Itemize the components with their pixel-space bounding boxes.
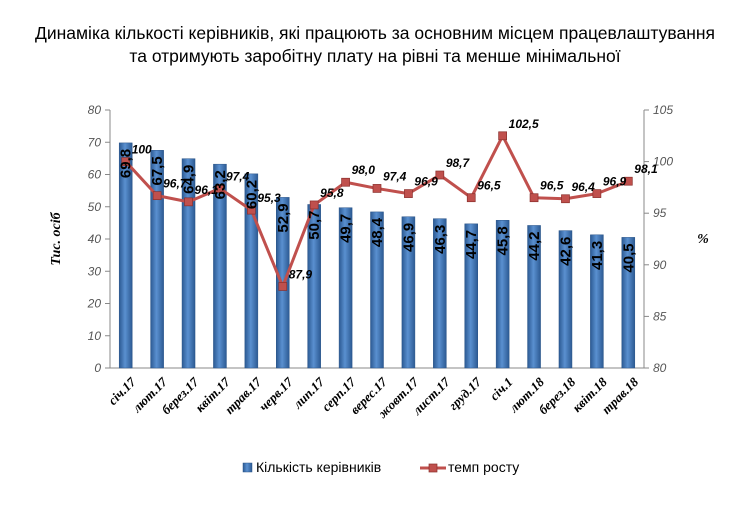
- bar-value-label: 44,2: [526, 231, 543, 260]
- legend: Кількість керівників темп росту: [242, 459, 519, 475]
- y-tick-label: 70: [88, 135, 102, 149]
- bar-value-label: 46,9: [400, 223, 417, 252]
- line-point: [592, 189, 602, 198]
- line-value-label: 96,1: [195, 183, 219, 197]
- chart-axes: 0 10 20 30 40 50 60 70 80 80 85 90 95 100 105: [87, 103, 674, 375]
- line-point: [561, 194, 570, 204]
- y2-tick-label: 105: [653, 103, 673, 117]
- data-labels: 69,8 67,5 64,9 63,2 60,2 52,9 50,7 49,7 48,4 46,9…: [118, 117, 658, 282]
- line-value-label: 96,4: [571, 180, 595, 194]
- bar-value-label: 63,2: [212, 170, 229, 199]
- line-point: [278, 282, 288, 291]
- bar: [495, 220, 510, 369]
- bar-value-label: 48,4: [369, 217, 386, 247]
- bar-value-label: 44,7: [463, 230, 480, 259]
- bar: [590, 234, 604, 369]
- line-point: [309, 200, 319, 210]
- y-tick-label: 40: [88, 232, 102, 246]
- line-value-label: 96,9: [603, 175, 627, 189]
- line-point: [372, 184, 382, 193]
- line-point: [498, 131, 507, 141]
- bar: [433, 218, 447, 369]
- line-value-label: 102,5: [509, 117, 539, 131]
- line-value-label: 97,4: [226, 169, 250, 183]
- x-tick-labels: січ.17лют.17берез.17квіт.17трав.17черв.1…: [105, 374, 642, 421]
- bar-value-label: 52,9: [275, 203, 292, 232]
- y2-tick-label: 85: [653, 309, 667, 323]
- bar-value-label: 49,7: [338, 214, 355, 243]
- bar: [527, 225, 541, 369]
- line-value-label: 98,1: [634, 162, 658, 176]
- line-value-label: 100: [132, 143, 152, 157]
- bar: [244, 173, 259, 369]
- line-point: [341, 177, 350, 187]
- bar-value-label: 67,5: [149, 156, 166, 185]
- bar: [181, 158, 196, 369]
- line-point: [121, 157, 131, 166]
- bar: [370, 211, 384, 369]
- x-tick-label: черв.17: [256, 374, 296, 414]
- bar: [621, 237, 636, 369]
- legend-line-marker: [428, 463, 438, 473]
- y-tick-label: 20: [87, 297, 102, 311]
- chart-title-line2: та отримують заробітну плату на рівні та…: [129, 46, 621, 66]
- y-axis-label: Тис. осіб: [49, 211, 64, 265]
- line-value-label: 97,4: [383, 169, 407, 183]
- y2-tick-label: 90: [653, 258, 667, 272]
- line-value-label: 95,8: [320, 186, 344, 200]
- line-point: [466, 193, 476, 203]
- y-tick-label: 50: [88, 200, 102, 214]
- bar: [401, 216, 416, 369]
- line-point: [404, 189, 413, 198]
- y-tick-label: 0: [94, 361, 101, 375]
- bar-value-label: 42,6: [557, 237, 574, 266]
- chart-title: Динаміка кількості керівників, які працю…: [0, 22, 750, 68]
- line-value-label: 98,0: [352, 163, 376, 177]
- bar-value-label: 64,9: [181, 165, 198, 194]
- legend-line-label: темп росту: [448, 459, 519, 475]
- legend-bar-label: Кількість керівників: [256, 459, 381, 475]
- bar-value-label: 46,3: [432, 225, 449, 254]
- legend-bar-swatch: [242, 462, 253, 473]
- line-point: [152, 191, 162, 201]
- bar: [118, 142, 133, 369]
- x-tick-label: груд.17: [446, 374, 485, 413]
- bar-value-label: 41,3: [589, 241, 606, 270]
- line-value-label: 96,5: [477, 179, 501, 193]
- line-series: [121, 131, 633, 291]
- bar: [558, 230, 573, 369]
- line-point: [184, 197, 193, 207]
- line-value-label: 96,9: [414, 175, 438, 189]
- bar-value-label: 60,2: [243, 180, 260, 209]
- bar: [464, 223, 478, 369]
- line-value-label: 87,9: [289, 267, 313, 281]
- y2-tick-label: 80: [653, 361, 667, 375]
- line-point: [435, 170, 445, 180]
- y-tick-label: 60: [88, 168, 102, 182]
- y-tick-label: 80: [88, 103, 102, 117]
- line-value-label: 96,7: [163, 177, 188, 191]
- bar-value-label: 40,5: [620, 243, 637, 272]
- line-point: [529, 193, 539, 203]
- line-point: [247, 205, 256, 215]
- y2-axis-label: %: [697, 232, 709, 247]
- y-tick-label: 10: [88, 329, 102, 343]
- line-value-label: 98,7: [446, 156, 471, 170]
- bar: [213, 163, 227, 369]
- y2-tick-label: 95: [653, 206, 667, 220]
- y-tick-label: 30: [88, 264, 102, 278]
- line-point: [215, 184, 225, 193]
- bar-value-label: 50,7: [306, 210, 323, 239]
- y2-tick-label: 100: [653, 155, 673, 169]
- bar-value-label: 45,8: [495, 226, 512, 255]
- bar-value-label: 69,8: [118, 149, 135, 178]
- line-value-label: 96,5: [540, 179, 564, 193]
- bar: [150, 150, 164, 369]
- line-point: [623, 176, 633, 186]
- line-value-label: 95,3: [257, 191, 281, 205]
- bar: [338, 207, 353, 369]
- chart-title-line1: Динаміка кількості керівників, які працю…: [35, 23, 715, 43]
